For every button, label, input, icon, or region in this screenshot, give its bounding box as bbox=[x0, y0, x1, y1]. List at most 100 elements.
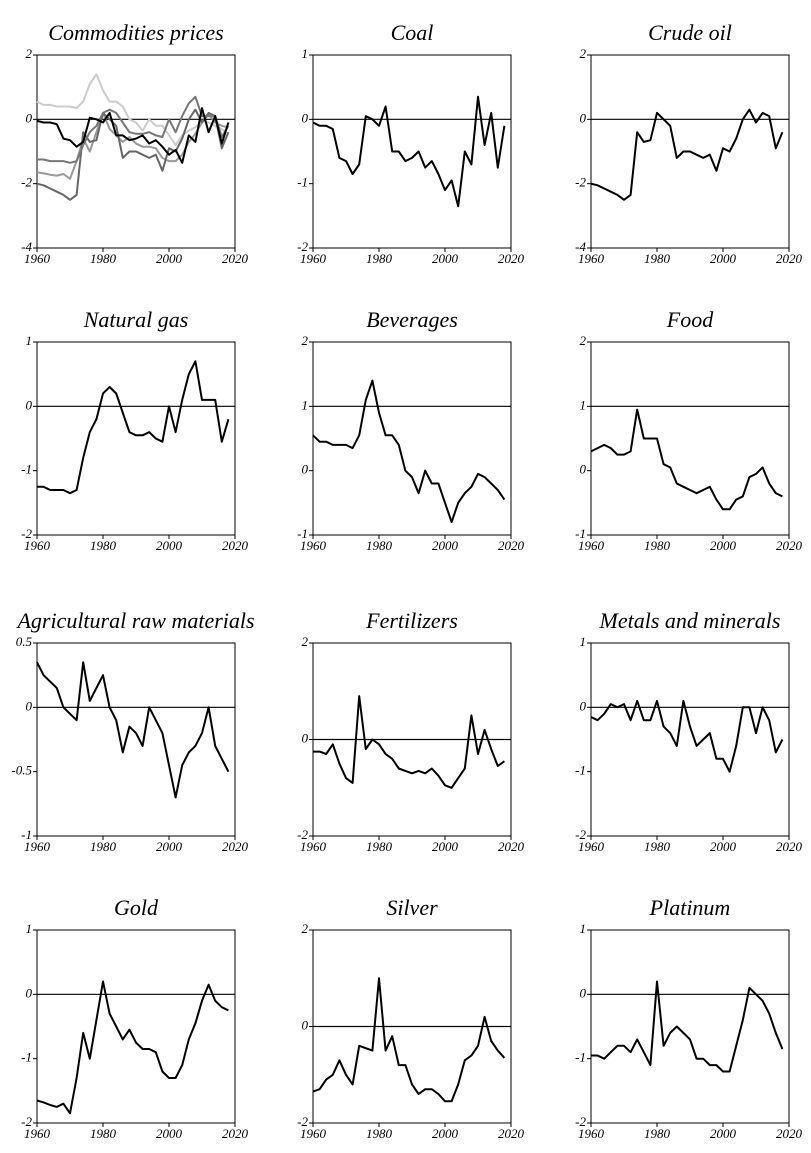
x-tick-label: 2020 bbox=[222, 251, 249, 266]
chart-title: Beverages bbox=[366, 307, 458, 332]
line-series bbox=[591, 980, 784, 1073]
line-series bbox=[313, 695, 505, 789]
y-tick-label: -4 bbox=[21, 239, 32, 254]
plot-frame bbox=[36, 341, 236, 536]
y-tick-label: 0 bbox=[580, 985, 587, 1000]
x-tick-label: 2000 bbox=[710, 839, 737, 854]
x-tick-label: 1980 bbox=[644, 251, 671, 266]
y-tick-label: -1 bbox=[575, 1050, 586, 1065]
y-tick-label: 0 bbox=[580, 698, 587, 713]
y-tick-label: -1 bbox=[21, 1050, 32, 1065]
y-tick-label: -2 bbox=[297, 827, 308, 842]
line-series bbox=[36, 108, 230, 201]
y-tick-label: 0 bbox=[302, 110, 309, 125]
y-tick-label: 0 bbox=[580, 462, 587, 477]
y-tick-label: -4 bbox=[575, 239, 586, 254]
plot-frame bbox=[590, 642, 790, 837]
x-tick-label: 2020 bbox=[498, 251, 525, 266]
y-tick-label: -2 bbox=[21, 1114, 32, 1129]
x-tick-label: 2020 bbox=[776, 839, 803, 854]
chart-title: Crude oil bbox=[648, 20, 732, 45]
y-tick-label: 2 bbox=[302, 921, 309, 936]
y-tick-label: -2 bbox=[575, 1114, 586, 1129]
x-tick-label: 2000 bbox=[710, 538, 737, 553]
x-tick-label: 1960 bbox=[24, 538, 51, 553]
x-tick-label: 2020 bbox=[498, 1126, 525, 1141]
y-tick-label: -2 bbox=[575, 175, 586, 190]
chart-title: Commodities prices bbox=[48, 20, 224, 45]
x-tick-label: 1960 bbox=[300, 251, 327, 266]
y-tick-label: -2 bbox=[297, 1114, 308, 1129]
line-series bbox=[36, 661, 230, 799]
y-tick-label: -1 bbox=[297, 175, 308, 190]
chart-title: Agricultural raw materials bbox=[17, 608, 255, 633]
x-tick-label: 2000 bbox=[432, 1126, 459, 1141]
y-tick-label: -1 bbox=[297, 526, 308, 541]
y-tick-label: -1 bbox=[21, 462, 32, 477]
x-tick-label: 1960 bbox=[578, 1126, 605, 1141]
x-tick-label: 1980 bbox=[366, 839, 393, 854]
x-tick-label: 1980 bbox=[90, 839, 117, 854]
chart-title: Silver bbox=[386, 895, 438, 920]
chart-title: Food bbox=[666, 307, 714, 332]
y-tick-label: -2 bbox=[297, 239, 308, 254]
x-tick-label: 1980 bbox=[366, 538, 393, 553]
y-tick-label: 0 bbox=[302, 1017, 309, 1032]
x-tick-label: 2000 bbox=[432, 538, 459, 553]
x-tick-label: 2000 bbox=[710, 1126, 737, 1141]
plot-frame bbox=[590, 929, 790, 1124]
y-tick-label: 0.5 bbox=[16, 634, 33, 649]
y-tick-label: 0 bbox=[26, 985, 33, 1000]
y-tick-label: 2 bbox=[26, 46, 33, 61]
y-tick-label: -2 bbox=[575, 827, 586, 842]
y-tick-label: 0 bbox=[580, 110, 587, 125]
chart-title: Metals and minerals bbox=[599, 608, 781, 633]
x-tick-label: 1980 bbox=[90, 538, 117, 553]
chart-title: Coal bbox=[390, 20, 434, 45]
x-tick-label: 2000 bbox=[710, 251, 737, 266]
x-tick-label: 1980 bbox=[90, 251, 117, 266]
line-series bbox=[312, 95, 506, 208]
line-series bbox=[37, 360, 230, 495]
y-tick-label: -1 bbox=[575, 526, 586, 541]
x-tick-label: 1960 bbox=[300, 538, 327, 553]
x-tick-label: 2020 bbox=[222, 538, 249, 553]
x-tick-label: 2020 bbox=[498, 538, 525, 553]
x-tick-label: 1980 bbox=[644, 839, 671, 854]
y-tick-label: 1 bbox=[302, 397, 309, 412]
x-tick-label: 2000 bbox=[156, 1126, 183, 1141]
line-series bbox=[36, 73, 229, 147]
chart-title: Natural gas bbox=[83, 307, 189, 332]
y-tick-label: 1 bbox=[26, 333, 33, 348]
plot-frame bbox=[590, 341, 790, 536]
x-tick-label: 2000 bbox=[156, 251, 183, 266]
y-tick-label: 0 bbox=[26, 110, 33, 125]
line-series bbox=[590, 699, 784, 773]
chart-title: Platinum bbox=[649, 895, 731, 920]
y-tick-label: 2 bbox=[580, 333, 587, 348]
plot-frame bbox=[36, 642, 236, 837]
line-series bbox=[36, 980, 229, 1115]
y-tick-label: -1 bbox=[21, 827, 32, 842]
y-tick-label: 1 bbox=[580, 921, 587, 936]
plot-frame bbox=[590, 54, 790, 249]
line-series bbox=[36, 107, 230, 164]
x-tick-label: 2000 bbox=[156, 839, 183, 854]
x-tick-label: 1960 bbox=[24, 1126, 51, 1141]
line-series bbox=[37, 95, 230, 164]
y-tick-label: 1 bbox=[26, 921, 33, 936]
line-series bbox=[590, 108, 784, 201]
plot-frame bbox=[36, 54, 236, 249]
x-tick-label: 1960 bbox=[300, 1126, 327, 1141]
x-tick-label: 2020 bbox=[776, 251, 803, 266]
line-series bbox=[312, 379, 506, 524]
y-tick-label: -1 bbox=[575, 763, 586, 778]
x-tick-label: 1980 bbox=[366, 1126, 393, 1141]
plot-frame bbox=[312, 341, 512, 536]
x-tick-label: 2000 bbox=[156, 538, 183, 553]
x-tick-label: 2000 bbox=[432, 839, 459, 854]
y-tick-label: -0.5 bbox=[11, 763, 32, 778]
x-tick-label: 1960 bbox=[578, 251, 605, 266]
line-series bbox=[590, 408, 783, 511]
y-tick-label: 0 bbox=[302, 462, 309, 477]
